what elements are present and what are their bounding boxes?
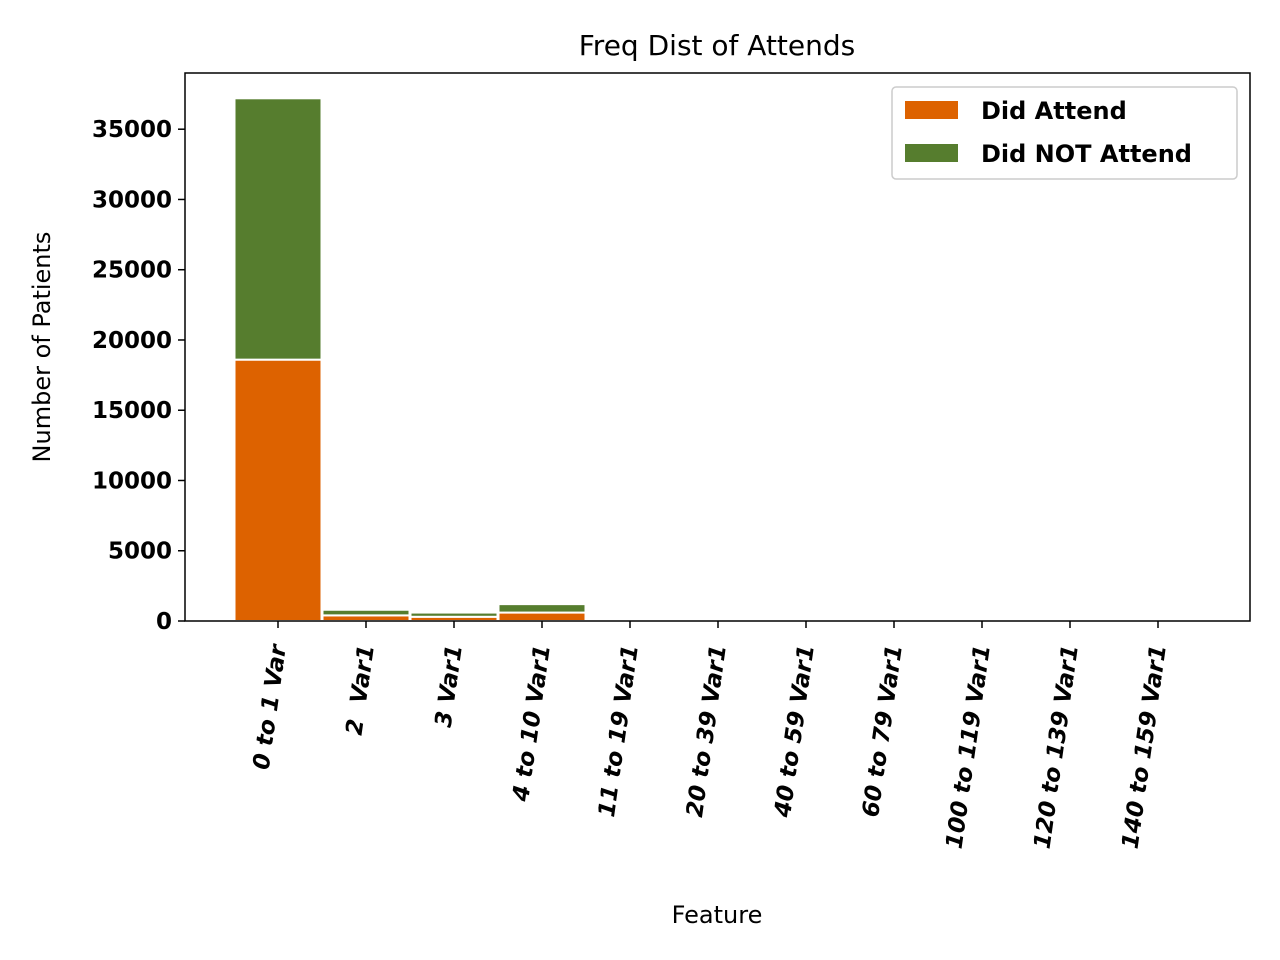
y-tick-label: 35000 — [92, 117, 172, 143]
x-axis-label: Feature — [672, 901, 763, 929]
y-axis-label: Number of Patients — [28, 232, 56, 463]
x-tick-label-140-to-159-var1: 140 to 159 Var1 — [1118, 643, 1172, 850]
legend-label-did-attend: Did Attend — [981, 97, 1127, 125]
x-tick-label-2-var1: 2 Var1 — [342, 643, 380, 737]
bar-did-not-attend-1 — [321, 608, 411, 617]
y-tick-label: 10000 — [92, 468, 172, 494]
y-axis: 0 5000 10000 15000 20000 25000 30000 35000 — [92, 117, 185, 635]
legend-box — [891, 86, 1238, 180]
legend-swatch-did-not-attend — [905, 144, 958, 162]
x-tick-label-60-to-79-var1: 60 to 79 Var1 — [858, 643, 908, 819]
bar-did-not-attend-3 — [497, 603, 587, 614]
bar-did-attend-3 — [497, 611, 587, 622]
x-tick-label-120-to-139-var1: 120 to 139 Var1 — [1030, 643, 1084, 850]
y-tick-label: 20000 — [92, 328, 172, 354]
bar-did-not-attend-0 — [233, 97, 323, 361]
y-tick-label: 15000 — [92, 398, 172, 424]
x-tick-label-11-to-19-var1: 11 to 19 Var1 — [594, 643, 644, 819]
y-tick-label: 5000 — [108, 539, 172, 565]
legend-label-did-not-attend: Did NOT Attend — [981, 140, 1192, 168]
legend-swatch-did-attend — [905, 101, 958, 119]
x-tick-label-4-to-10-var1: 4 to 10 Var1 — [508, 643, 556, 804]
x-tick-label-100-to-119-var1: 100 to 119 Var1 — [942, 643, 996, 850]
x-tick-label-40-to-59-var1: 40 to 59 Var1 — [770, 643, 820, 820]
y-tick-label: 0 — [156, 609, 172, 635]
x-tick-label-0-to-1-var: 0 to 1 Var — [249, 642, 292, 772]
x-tick-label-20-to-39-var1: 20 to 39 Var1 — [682, 643, 732, 819]
bar-did-not-attend-2 — [409, 611, 499, 618]
y-tick-label: 25000 — [92, 258, 172, 284]
y-tick-label: 30000 — [92, 187, 172, 213]
chart-title: Freq Dist of Attends — [579, 29, 856, 62]
x-tick-label-3-var1: 3 Var1 — [431, 643, 468, 729]
bar-did-attend-0 — [233, 358, 323, 622]
legend: Did Attend Did NOT Attend — [891, 86, 1238, 180]
x-axis: 0 to 1 Var 2 Var1 3 Var1 4 to 10 Var1 11 to … — [249, 621, 1172, 851]
